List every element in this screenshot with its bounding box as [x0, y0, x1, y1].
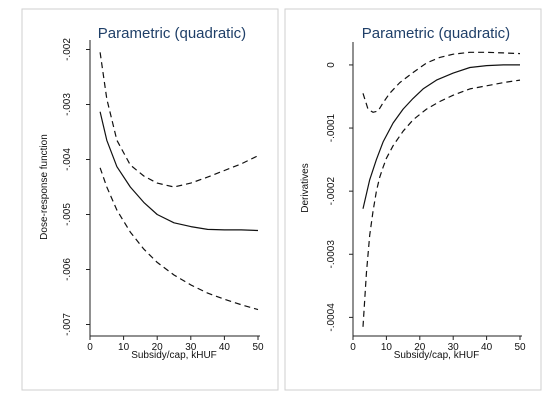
right-series-lower-bound-line	[362, 79, 521, 327]
left-y-tick-label: -.002	[62, 38, 73, 61]
right-y-tick-label: -.0004	[326, 303, 337, 332]
left-series-estimate-line	[99, 111, 259, 232]
right-chart-title: Parametric (quadratic)	[362, 25, 510, 42]
right-x-axis-label: Subsidy/cap, kHUF	[394, 350, 480, 361]
left-y-axis-label: Dose-response function	[39, 134, 50, 240]
right-y-tick-label: -.0002	[326, 177, 337, 206]
right-x-tick-label: 40	[481, 342, 493, 353]
right-series-estimate-line	[362, 64, 520, 209]
right-panel-frame	[284, 8, 542, 391]
left-series-upper-bound-line	[99, 52, 259, 188]
left-x-tick-label: 0	[87, 342, 93, 353]
left-chart-title: Parametric (quadratic)	[98, 25, 246, 42]
left-y-tick-label: -.003	[62, 93, 73, 116]
left-y-tick-label: -.004	[62, 148, 73, 171]
right-x-tick-label: 10	[381, 342, 393, 353]
left-y-tick-label: -.006	[62, 258, 73, 281]
right-x-tick-label: 30	[448, 342, 460, 353]
right-x-tick-label: 50	[514, 342, 526, 353]
left-y-tick-label: -.007	[62, 313, 73, 336]
right-y-tick-label: -.0003	[326, 240, 337, 269]
left-x-axis-label: Subsidy/cap, kHUF	[131, 350, 217, 361]
left-series-lower-bound-line	[99, 167, 259, 311]
left-y-tick-label: -.005	[62, 203, 73, 226]
right-y-tick-label: -.0001	[326, 113, 337, 142]
left-x-tick-label: 50	[252, 342, 264, 353]
left-x-tick-label: 20	[152, 342, 164, 353]
right-series-upper-bound-line	[362, 51, 521, 113]
right-chart: Parametric (quadratic) 0 -.0001 -.0002 -.000…	[300, 25, 526, 361]
left-x-tick-label: 10	[118, 342, 130, 353]
left-x-tick-label: 30	[185, 342, 197, 353]
right-y-tick-label: 0	[326, 62, 337, 68]
right-x-tick-label: 0	[350, 342, 356, 353]
right-y-axis-label: Derivatives	[300, 163, 311, 212]
left-panel-frame	[21, 8, 279, 391]
left-x-tick-label: 40	[219, 342, 231, 353]
right-x-tick-label: 20	[414, 342, 426, 353]
left-chart: Parametric (quadratic) -.002 -.003 -.004 -.0…	[39, 25, 264, 361]
